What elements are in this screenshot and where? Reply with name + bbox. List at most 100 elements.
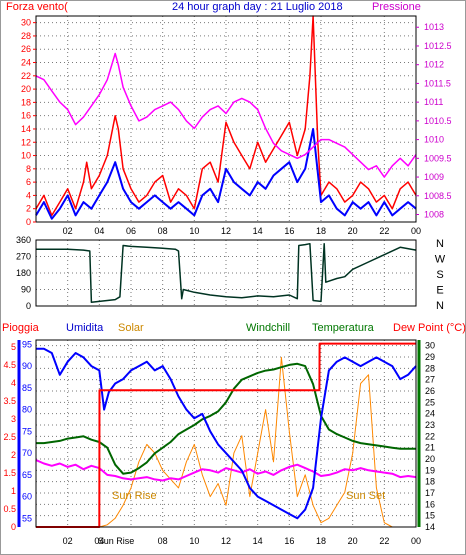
compass-letter: N	[436, 238, 444, 250]
temperature-axis-tick-label: 21	[425, 443, 435, 453]
x-axis-tick-label: 12	[221, 536, 231, 546]
temperature-axis-tick-label: 17	[425, 488, 435, 498]
rain-axis-tick-label: 0.5	[3, 504, 16, 514]
dewpoint-label: Dew Point (°C)	[393, 322, 466, 334]
right-axis-tick-label: 1013	[424, 22, 444, 32]
left-axis-tick-label: 10	[21, 151, 31, 161]
x-axis-tick-label: 00	[411, 226, 421, 236]
x-axis-tick-label: 20	[348, 536, 358, 546]
x-axis-tick-label: 22	[379, 226, 389, 236]
rain-axis-tick-label: 2.5	[3, 432, 16, 442]
humidity-axis-tick-label: 75	[22, 426, 32, 436]
x-axis-tick-label: 06	[126, 226, 136, 236]
series-wind-line	[35, 15, 417, 217]
sun-rise-annotation: Sun Rise	[112, 490, 157, 502]
right-axis-tick-label: 1012	[424, 60, 444, 70]
x-axis-tick-label: 10	[189, 536, 199, 546]
x-axis-tick-label: 16	[284, 226, 294, 236]
panel-2-frame	[35, 239, 417, 307]
humidity-label: Umidita	[66, 322, 104, 334]
compass-letter: W	[435, 254, 446, 266]
x-axis-tick-label: 08	[158, 536, 168, 546]
right-axis-tick-label: 1008.5	[424, 191, 452, 201]
temperature-axis-tick-label: 29	[425, 352, 435, 362]
temperature-axis-tick-label: 27	[425, 375, 435, 385]
temperature-axis-tick-label: 14	[425, 522, 435, 532]
left-axis-tick-label: 22	[21, 71, 31, 81]
left-axis-tick-label: 8	[26, 164, 31, 174]
direction-axis-tick-label: 0	[26, 301, 31, 311]
wind-force-label: Forza vento(	[6, 1, 68, 13]
x-axis-tick-label: 00	[411, 536, 421, 546]
axes-layer	[17, 15, 421, 528]
temperature-axis-tick-label: 30	[425, 341, 435, 351]
humidity-axis-tick-label: 95	[22, 339, 32, 349]
pressure-label: Pressione	[372, 1, 421, 13]
right-axis-tick-label: 1010	[424, 135, 444, 145]
x-axis-tick-label: 02	[63, 226, 73, 236]
x-axis-tick-label: 14	[253, 536, 263, 546]
right-axis-tick-label: 1011.5	[424, 78, 451, 88]
temperature-axis-tick-label: 15	[425, 511, 435, 521]
x-axis-tick-label: Sun Rise	[98, 536, 135, 546]
direction-axis-tick-label: 180	[16, 268, 31, 278]
temperature-axis-tick-label: 18	[425, 477, 435, 487]
rain-axis-tick-label: 1	[11, 486, 16, 496]
compass-letter: S	[436, 269, 443, 281]
direction-axis-tick-label: 270	[16, 252, 31, 262]
direction-axis-tick-label: 90	[21, 285, 31, 295]
rain-axis-tick-label: 5	[11, 342, 16, 352]
solar-label: Solar	[118, 322, 144, 334]
x-axis-tick-label: 20	[348, 226, 358, 236]
temperature-axis-tick-label: 28	[425, 363, 435, 373]
panel-3-frame	[35, 339, 417, 528]
right-axis-tick-label: 1009	[424, 172, 444, 182]
x-axis-tick-label: 04	[94, 536, 104, 546]
left-axis-tick-label: 4	[26, 190, 31, 200]
x-axis-tick-label: 16	[284, 536, 294, 546]
left-axis-tick-label: 20	[21, 84, 31, 94]
humidity-axis-tick-label: 70	[22, 448, 32, 458]
left-axis-tick-label: 16	[21, 111, 31, 121]
humidity-axis-tick-label: 65	[22, 470, 32, 480]
x-axis-tick-label: 22	[379, 536, 389, 546]
x-axis-tick-label: 14	[253, 226, 263, 236]
left-axis-tick-label: 28	[21, 31, 31, 41]
temperature-axis-tick-label: 24	[425, 409, 435, 419]
temperature-axis-tick-label: 26	[425, 386, 435, 396]
series-gust-line	[35, 128, 417, 220]
series-pressure-line	[35, 52, 417, 178]
rain-axis-tick-label: 2	[11, 450, 16, 460]
tick-label-layer: 02468101214161820222426283010081008.5100…	[3, 18, 451, 546]
temperature-axis-tick-label: 20	[425, 454, 435, 464]
compass-letter: N	[436, 300, 444, 312]
windchill-label: Windchill	[246, 322, 290, 334]
right-axis-tick-label: 1009.5	[424, 153, 452, 163]
temperature-axis-tick-label: 25	[425, 397, 435, 407]
left-axis-tick-label: 18	[21, 97, 31, 107]
humidity-axis-tick-label: 80	[22, 405, 32, 415]
right-axis-tick-label: 1012.5	[424, 41, 452, 51]
x-axis-tick-label: 02	[63, 536, 73, 546]
right-axis-tick-label: 1011	[424, 97, 443, 107]
rain-axis-tick-label: 4	[11, 378, 16, 388]
left-axis-tick-label: 6	[26, 177, 31, 187]
left-axis-tick-label: 12	[21, 137, 31, 147]
series-direction-line	[36, 242, 417, 304]
x-axis-tick-label: 12	[221, 226, 231, 236]
temperature-axis-tick-label: 19	[425, 465, 435, 475]
left-axis-tick-label: 14	[21, 124, 31, 134]
sun-set-annotation: Sun Set	[346, 490, 385, 502]
x-axis-tick-label: 18	[316, 536, 326, 546]
direction-axis-tick-label: 360	[16, 235, 31, 245]
humidity-axis-tick-label: 55	[22, 513, 32, 523]
temperature-axis-tick-label: 23	[425, 420, 435, 430]
left-axis-tick-label: 26	[21, 44, 31, 54]
compass-letter: E	[436, 285, 443, 297]
rain-axis-tick-label: 3.5	[3, 396, 16, 406]
series-humidity-line	[36, 347, 417, 520]
humidity-axis-tick-label: 85	[22, 383, 32, 393]
humidity-axis-tick-label: 90	[22, 361, 32, 371]
